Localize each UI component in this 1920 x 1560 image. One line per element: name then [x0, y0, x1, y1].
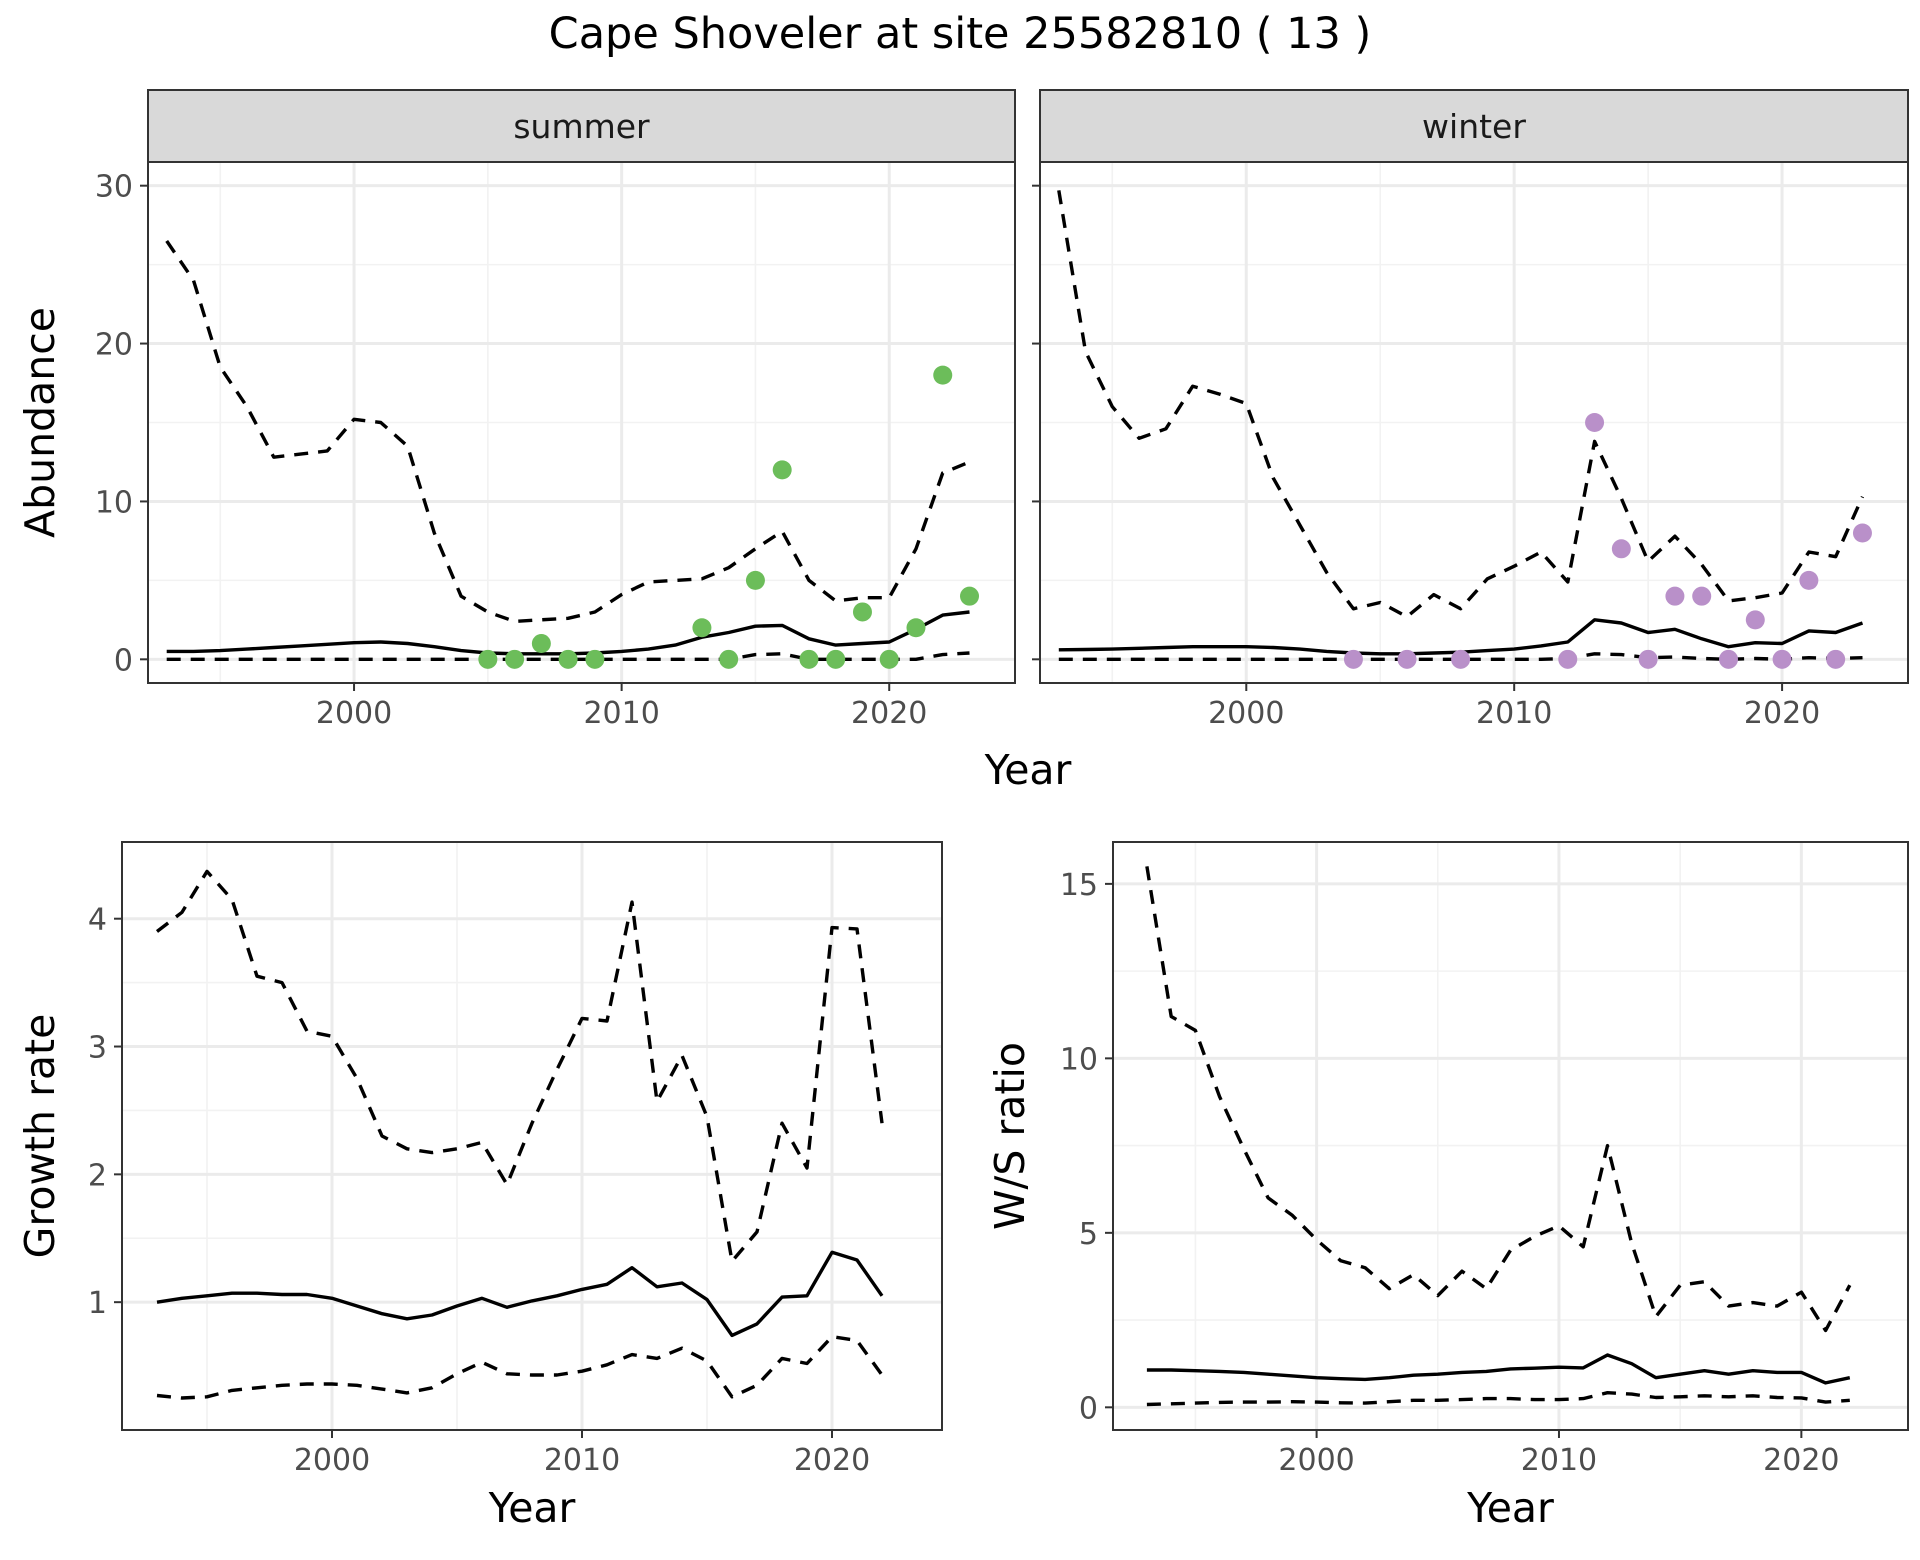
summer-panel: summer 2000 2010 2020 0 10 20 30 Abundance — [16, 89, 1016, 731]
growth-panel-border — [121, 841, 943, 1431]
summer-observation-point — [933, 365, 953, 385]
summer-observation-point — [879, 649, 899, 669]
growth-y-axis-title: Growth rate — [16, 1014, 64, 1259]
winter-observation-point — [1558, 649, 1578, 669]
winter-x-tick-label: 2020 — [1744, 696, 1820, 731]
ratio-y-tick-label: 0 — [1079, 1391, 1098, 1426]
summer-observation-point — [852, 602, 872, 622]
winter-observation-point — [1826, 649, 1846, 669]
summer-observation-point — [692, 618, 712, 638]
ratio-x-axis-title: Year — [1466, 1484, 1554, 1532]
summer-observation-point — [960, 586, 980, 606]
summer-upper-line — [165, 239, 971, 624]
summer-strip — [147, 89, 1016, 163]
growth-y-tick-label: 1 — [88, 1286, 107, 1321]
winter-observation-point — [1745, 610, 1765, 630]
winter-observation-point — [1772, 649, 1792, 669]
summer-y-tick-label: 20 — [95, 328, 133, 363]
growth-panel: 2000 2010 2020 1 2 3 4 Growth rate Year — [16, 841, 943, 1532]
winter-observation-point — [1397, 649, 1417, 669]
winter-x-tick-label: 2010 — [1476, 696, 1552, 731]
winter-observation-point — [1343, 649, 1363, 669]
ratio-x-tick-label: 2010 — [1521, 1443, 1597, 1478]
winter-observation-point — [1692, 586, 1712, 606]
summer-x-tick-label: 2010 — [583, 696, 659, 731]
ratio-y-tick-label: 15 — [1060, 868, 1098, 903]
ratio-y-tick-label: 10 — [1060, 1042, 1098, 1077]
ratio-x-tick-label: 2020 — [1763, 1443, 1839, 1478]
summer-observation-point — [719, 649, 739, 669]
winter-panel: winter 2000 2010 2020 — [1032, 89, 1909, 731]
summer-observation-point — [505, 649, 525, 669]
ratio-y-tick-label: 5 — [1079, 1217, 1098, 1252]
ratio-x-tick-label: 2000 — [1278, 1443, 1354, 1478]
figure-title: Cape Shoveler at site 25582810 ( 13 ) — [549, 9, 1372, 59]
summer-y-tick-label: 0 — [114, 643, 133, 678]
winter-observation-point — [1852, 523, 1872, 543]
summer-y-tick-label: 30 — [95, 170, 133, 205]
ratio-panel: 2000 2010 2020 0 5 10 15 W/S ratio Year — [986, 841, 1909, 1532]
summer-observation-point — [585, 649, 605, 669]
growth-x-tick-label: 2020 — [794, 1443, 870, 1478]
ratio-panel-border — [1112, 841, 1909, 1431]
ratio-y-axis-title: W/S ratio — [986, 1042, 1034, 1230]
summer-observation-point — [745, 570, 765, 590]
summer-lower-line — [166, 651, 970, 661]
summer-observation-point — [558, 649, 578, 669]
winter-strip-label: winter — [1422, 107, 1526, 146]
ratio-upper-line — [1145, 866, 1852, 1333]
ratio-estimate-line — [1146, 1353, 1851, 1385]
winter-x-tick-label: 2000 — [1208, 696, 1284, 731]
abundance-shared-x-axis-title: Year — [984, 746, 1072, 794]
growth-x-tick-label: 2000 — [294, 1443, 370, 1478]
summer-observation-point — [531, 634, 551, 654]
summer-x-tick-label: 2020 — [851, 696, 927, 731]
winter-observation-point — [1799, 570, 1819, 590]
summer-observation-point — [826, 649, 846, 669]
summer-observation-point — [478, 649, 498, 669]
winter-strip — [1039, 89, 1909, 163]
winter-observation-point — [1638, 649, 1658, 669]
winter-upper-line — [1057, 190, 1865, 619]
summer-y-tick-label: 10 — [95, 485, 133, 520]
winter-observation-point — [1611, 539, 1631, 559]
winter-observation-point — [1451, 649, 1471, 669]
growth-y-tick-label: 3 — [88, 1031, 107, 1066]
winter-observation-point — [1719, 649, 1739, 669]
winter-observation-point — [1665, 586, 1685, 606]
summer-observation-point — [799, 649, 819, 669]
growth-y-tick-label: 2 — [88, 1158, 107, 1193]
summer-x-tick-label: 2000 — [316, 696, 392, 731]
growth-y-tick-label: 4 — [88, 903, 107, 938]
growth-estimate-line — [156, 1250, 884, 1338]
summer-strip-label: summer — [513, 107, 650, 146]
growth-x-tick-label: 2010 — [544, 1443, 620, 1478]
growth-x-axis-title: Year — [488, 1484, 576, 1532]
ratio-lower-line — [1146, 1391, 1850, 1407]
winter-lower-line — [1058, 652, 1863, 661]
growth-lower-line — [156, 1335, 884, 1400]
summer-observation-point — [772, 460, 792, 480]
summer-observation-point — [906, 618, 926, 638]
winter-observation-point — [1585, 413, 1605, 432]
summer-y-axis-title: Abundance — [16, 307, 64, 538]
growth-upper-line — [155, 869, 884, 1263]
